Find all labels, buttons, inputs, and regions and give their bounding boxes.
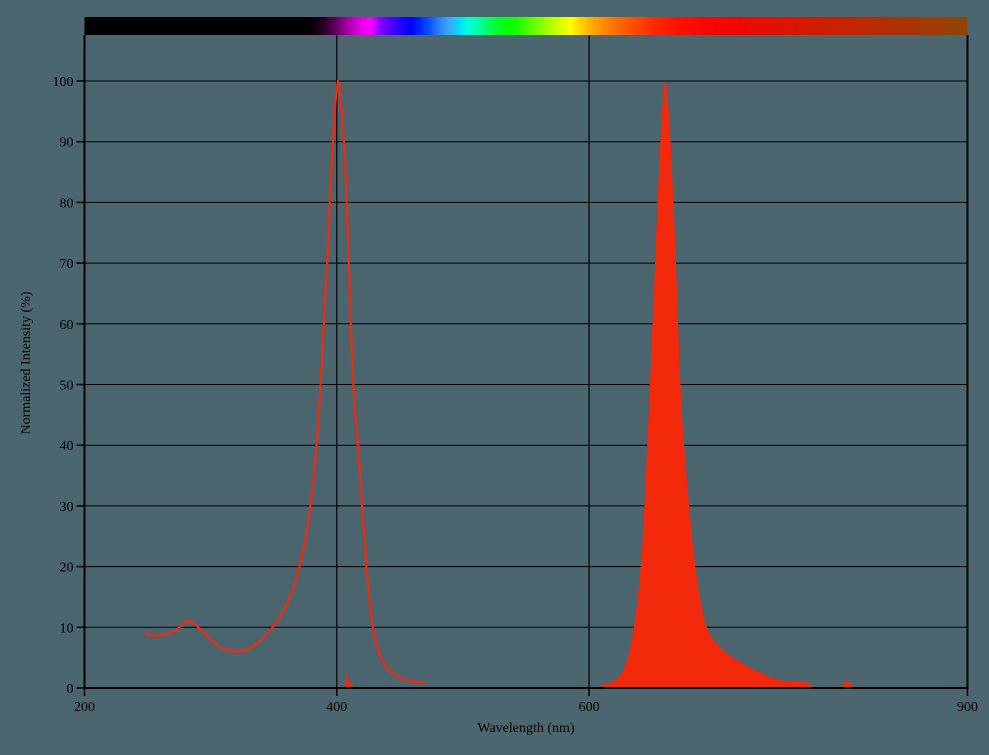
x-tick-label: 900 [957,700,978,715]
x-gridlines [336,35,590,688]
y-tick-label: 10 [60,621,74,636]
y-tick-label: 80 [60,196,74,211]
x-ticks [83,688,969,696]
excitation-spectrum-line [145,79,427,684]
y-tick-label: 30 [60,500,74,515]
x-tick-label: 200 [74,700,95,715]
y-tick-label: 60 [60,318,74,333]
y-tick-label: 40 [60,439,74,454]
y-ticks [76,80,85,689]
y-tick-label: 20 [60,561,74,576]
y-tick-label: 70 [60,257,74,272]
spectrum-bar [84,17,968,35]
series-layer [145,79,854,688]
y-tick-label: 100 [53,75,74,90]
x-tick-label: 600 [579,700,600,715]
y-tick-label: 50 [60,379,74,394]
y-gridlines [84,80,968,628]
y-axis-title: Normalized Intensity (%) [19,291,34,434]
y-tick-label: 0 [67,682,74,697]
x-axis-title: Wavelength (nm) [477,721,575,736]
y-tick-labels: 0 10 20 30 40 50 60 70 80 90 100 [53,75,74,697]
x-tick-label: 400 [326,700,347,715]
x-tick-labels: 200 400 600 900 [74,700,978,715]
y-tick-label: 90 [60,136,74,151]
